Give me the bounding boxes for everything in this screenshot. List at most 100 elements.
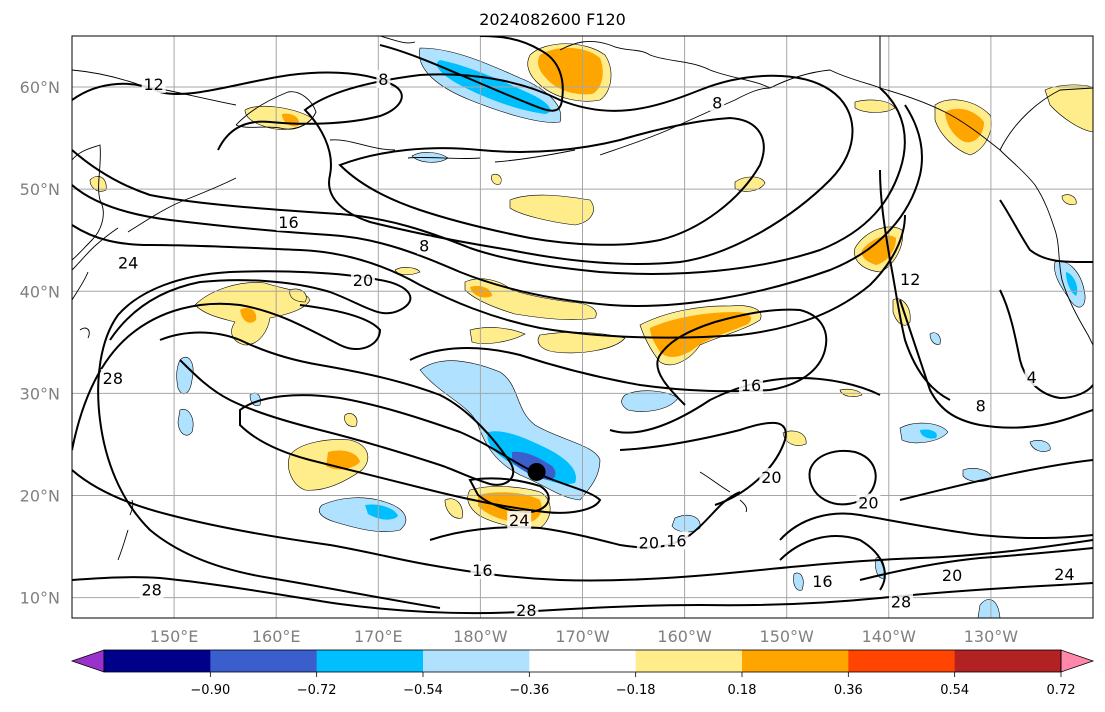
contour-24-se [779, 512, 1093, 541]
colorbar-segment [635, 650, 743, 672]
colorbar-tick-label: 0.36 [834, 683, 863, 698]
lat-tick-label: 60°N [20, 78, 60, 97]
contour-label: 12 [900, 270, 920, 289]
contour-label-bg [636, 533, 661, 552]
contour-label-bg [276, 212, 301, 231]
coastline-kamchatka [235, 91, 317, 130]
coastline-west-coast [1054, 229, 1093, 346]
aleutians [329, 139, 576, 163]
contour-label: 20 [858, 494, 878, 513]
contour-label: 16 [666, 531, 686, 550]
hawaii [699, 471, 748, 513]
coastlines [72, 36, 1093, 561]
colorbar-segment [954, 650, 1062, 672]
contour-label: 28 [141, 580, 161, 599]
contour-label: 16 [741, 376, 761, 395]
colorbar-segment [210, 650, 318, 672]
colorbar-segment [316, 650, 424, 672]
contour-label-bg [1024, 368, 1039, 387]
contour-label-bg [470, 561, 495, 580]
contour-label-bg [889, 592, 914, 611]
colorbar-tick-label: −0.18 [616, 683, 656, 698]
coastline-canada-border [879, 36, 1093, 151]
contour-24-loop [159, 331, 515, 486]
contour-label: 8 [419, 236, 429, 255]
contour-16-central [409, 308, 828, 406]
contour-20-se [899, 459, 1093, 501]
contour-label-bg [514, 600, 539, 618]
contour-label: 24 [509, 511, 529, 530]
colorbar-tick-label: 0.18 [728, 683, 757, 698]
lat-tick-label: 20°N [20, 486, 60, 505]
contour-label-bg [141, 74, 166, 93]
contour-label-bg [759, 468, 784, 487]
contour-label: 20 [942, 566, 962, 585]
blue-area-east1-core [920, 429, 937, 439]
contour-28-inner [72, 302, 382, 451]
colorbar: −0.90 −0.72 −0.54 −0.36 −0.18 0.18 0.36 0.54 0.7… [70, 649, 1095, 698]
yellow-area-e11 [444, 498, 463, 519]
colorbar-tick-label: −0.72 [297, 683, 337, 698]
contour-label-bg [116, 253, 141, 272]
contour-label-bg [810, 572, 835, 591]
lat-tick-label: 40°N [20, 282, 60, 301]
lon-tick-label: 180°W [453, 627, 508, 646]
yellow-area-e14 [1061, 194, 1077, 205]
coastline-alaska [379, 36, 881, 89]
lon-tick-label: 140°W [862, 627, 917, 646]
contour-label: 24 [1054, 565, 1074, 584]
blue-area-mid2 [671, 515, 701, 533]
contour-label-bg [664, 531, 689, 550]
contour-label: 16 [278, 213, 298, 232]
contour-label: 12 [144, 75, 164, 94]
yellow-area-mid3 [537, 331, 626, 354]
latitude-tick-labels: 10°N 20°N 30°N 40°N 50°N 60°N [20, 78, 60, 608]
contour-label-bg [417, 236, 432, 255]
longitude-tick-labels: 150°E 160°E 170°E 180°W 170°W 160°W 150°W 140°W… [150, 627, 1018, 646]
storm-center-marker [527, 462, 546, 481]
colorbar-extend-high [1060, 649, 1095, 673]
contour-label: 28 [516, 601, 536, 620]
contour-label-bg [100, 369, 125, 388]
colorbar-tick-label: −0.90 [190, 683, 230, 698]
orange-area-nw [240, 308, 257, 323]
colorbar-extend-low [70, 649, 105, 673]
colorbar-outline [103, 649, 1062, 673]
map-title: 2024082600 F120 [479, 10, 626, 29]
lon-tick-label: 150°W [760, 627, 815, 646]
yellow-area-e10 [289, 288, 307, 303]
lon-tick-label: 170°W [555, 627, 610, 646]
contour-label: 28 [891, 593, 911, 612]
blue-area-mid1 [621, 390, 679, 412]
contour-labels: 12 8 8 16 20 24 28 28 16 20 20 20 16 24 16 28 28 16 28 20 24… [100, 69, 1077, 620]
contour-20-south [468, 477, 550, 514]
contour-20-loop-east [808, 450, 877, 506]
orange-area-west [326, 450, 360, 470]
orange-area-bering [538, 47, 603, 95]
contour-label-bg [507, 510, 532, 529]
contour-label: 8 [712, 93, 722, 112]
yellow-area-e5 [854, 99, 896, 113]
yellow-area-e12 [344, 413, 358, 427]
contour-8-bering [379, 36, 564, 112]
contour-label: 8 [976, 397, 986, 416]
contour-label: 16 [812, 572, 832, 591]
contour-28-south [72, 576, 1093, 615]
contour-8-inner [338, 116, 765, 246]
blue-area-nw2 [177, 408, 194, 436]
blue-area-coast-core [1066, 272, 1078, 296]
coastline-japan [72, 227, 119, 339]
colorbar-segment [742, 650, 849, 672]
colorbar-segment [529, 650, 637, 672]
colorbar-segment [423, 650, 530, 672]
lon-tick-label: 160°W [657, 627, 712, 646]
contour-label-bg [705, 614, 730, 618]
contour-label-bg [139, 580, 164, 599]
contour-20-sub2 [619, 421, 787, 506]
orange-area-pac [650, 312, 752, 357]
contour-label-bg [898, 270, 923, 289]
contour-20-east [859, 547, 1093, 581]
contour-label: 8 [378, 70, 388, 89]
colorbar-segment [848, 650, 956, 672]
